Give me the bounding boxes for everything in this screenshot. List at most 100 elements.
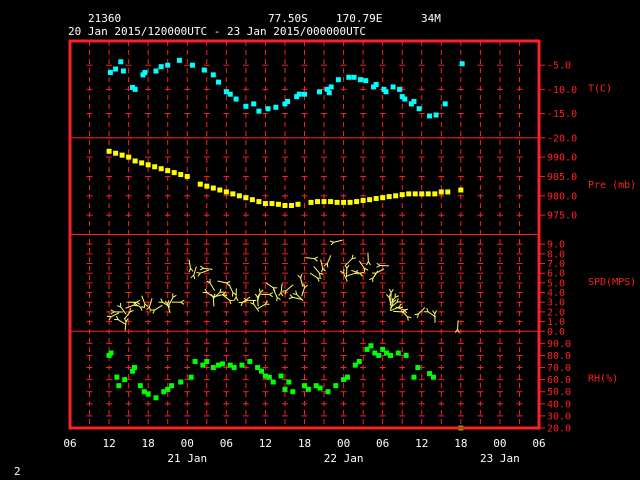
humidity-point xyxy=(200,362,206,368)
y-tick-label: 40.0 xyxy=(547,399,571,410)
wind-barb xyxy=(386,293,392,307)
temperature-point xyxy=(402,96,408,102)
wind-barb xyxy=(124,307,134,320)
pressure-point xyxy=(315,199,321,205)
plot-frame xyxy=(68,39,541,430)
wind-barb xyxy=(125,301,138,309)
y-tick-label: 6.0 xyxy=(547,269,565,280)
pressure-point xyxy=(178,172,184,178)
wind-barb xyxy=(233,288,239,302)
temperature-point xyxy=(335,77,341,83)
temperature-point xyxy=(132,86,138,92)
pressure-point xyxy=(171,170,177,176)
pressure-point xyxy=(204,183,210,189)
temperature-point xyxy=(256,108,262,114)
pressure-point xyxy=(282,202,288,208)
wind-barb xyxy=(400,309,412,321)
temperature-point xyxy=(210,72,216,78)
wind-barb xyxy=(454,320,460,334)
temperature-point xyxy=(363,78,369,84)
wind-barb xyxy=(132,301,145,311)
temperature-point xyxy=(158,64,164,70)
humidity-point xyxy=(364,346,370,352)
humidity-point xyxy=(131,365,137,371)
pressure-point xyxy=(360,197,366,203)
pressure-point xyxy=(432,191,438,197)
x-tick-label: 06 xyxy=(376,437,389,450)
temperature-point xyxy=(346,74,352,80)
temperature-point xyxy=(165,62,171,68)
x-axis-labels: 06 12 18 00 06 12 18 00 06 12 18 00 06 21 Jan 22 Jan 23… xyxy=(63,437,545,465)
temperature-point xyxy=(233,96,239,102)
temperature-point xyxy=(227,91,233,97)
humidity-point xyxy=(325,389,331,395)
station-longitude: 170.79E xyxy=(336,12,382,25)
pressure-point xyxy=(256,199,262,205)
humidity-point xyxy=(259,368,265,374)
humidity-point xyxy=(341,377,347,383)
temperature-point xyxy=(107,69,113,75)
temperature-point xyxy=(130,84,136,90)
temperature-point xyxy=(120,68,126,74)
x-tick-label: 00 xyxy=(493,437,506,450)
y-tick-label: 20.0 xyxy=(547,424,571,435)
wind-barb xyxy=(210,293,216,307)
x-tick-label: 18 xyxy=(142,437,155,450)
temperature-point xyxy=(328,84,334,90)
temperature-point xyxy=(118,59,124,65)
temperature-point xyxy=(411,98,417,104)
wind-barb xyxy=(168,293,177,306)
temperature-point xyxy=(373,82,379,88)
y-axis-labels: -20.0 -15.0 -10.0 -5.0 T(C) 975.0 980.0 985.0 99… xyxy=(547,61,636,435)
y-tick-label: 60.0 xyxy=(547,375,571,386)
humidity-point xyxy=(210,365,216,371)
wind-barb xyxy=(265,282,278,292)
wind-barb xyxy=(243,297,257,303)
y-tick-label: 985.0 xyxy=(547,172,577,183)
temperature-point xyxy=(216,79,222,85)
humidity-point xyxy=(286,379,292,385)
pressure-point xyxy=(113,150,119,156)
wind-barb xyxy=(257,288,264,302)
x-day-label: 22 Jan xyxy=(324,452,364,465)
page-number: 2 xyxy=(14,465,21,478)
pressure-point xyxy=(412,191,418,197)
temperature-point xyxy=(408,101,414,107)
x-tick-label: 06 xyxy=(63,437,76,450)
humidity-point xyxy=(204,358,210,364)
humidity-point xyxy=(137,383,143,389)
x-tick-label: 00 xyxy=(181,437,194,450)
temperature-point xyxy=(251,101,257,107)
humidity-point xyxy=(169,383,175,389)
pressure-point xyxy=(165,168,171,174)
panel-label-pressure: Pre (mb) xyxy=(588,180,636,191)
humidity-point xyxy=(255,365,261,371)
temperature-point xyxy=(273,104,279,110)
wind-barb xyxy=(107,312,120,321)
panel-label-humidity: RH(%) xyxy=(588,374,618,385)
station-elevation: 34M xyxy=(421,12,441,25)
temperature-point xyxy=(416,106,422,112)
humidity-point xyxy=(352,362,358,368)
humidity-point xyxy=(415,365,421,371)
x-tick-label: 06 xyxy=(532,437,545,450)
humidity-point xyxy=(411,374,417,380)
y-tick-label: -20.0 xyxy=(547,133,577,144)
wind-barb xyxy=(313,265,324,278)
humidity-point xyxy=(278,373,284,379)
humidity-point xyxy=(270,379,276,385)
wind-barb xyxy=(389,298,402,309)
y-tick-label: -15.0 xyxy=(547,109,577,120)
temperature-point xyxy=(371,84,377,90)
pressure-point xyxy=(347,199,353,205)
pressure-point xyxy=(373,196,379,202)
pressure-point xyxy=(458,187,464,193)
pressure-point xyxy=(249,197,255,203)
plot-grid xyxy=(70,41,545,429)
humidity-point xyxy=(219,361,225,367)
station-id: 21360 xyxy=(88,12,121,25)
temperature-point xyxy=(223,89,229,95)
temperature-point xyxy=(153,68,159,74)
wind-barb xyxy=(282,284,294,295)
humidity-point xyxy=(282,386,288,392)
